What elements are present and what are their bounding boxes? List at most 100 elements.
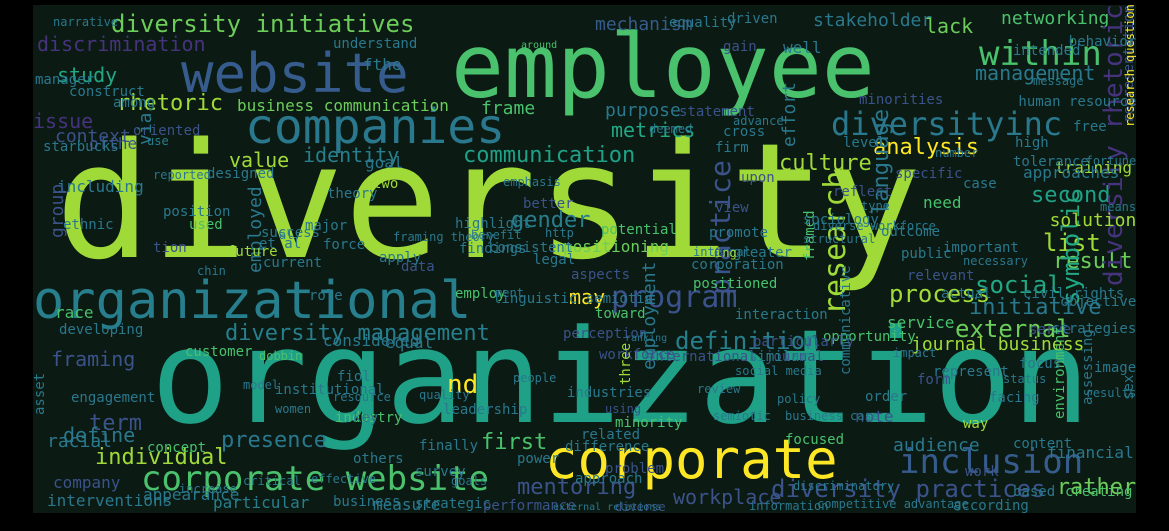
word: concept	[147, 440, 207, 456]
word: performance	[483, 498, 576, 513]
word: definition	[675, 327, 820, 355]
word: message	[1033, 74, 1084, 88]
word: minority	[615, 415, 683, 431]
word: way	[963, 416, 989, 432]
word: data	[401, 259, 435, 275]
word: type	[861, 199, 890, 213]
word: diversityinc	[831, 105, 1063, 143]
word: discrimination	[37, 32, 206, 56]
word: greater	[733, 245, 793, 261]
word: ethnic	[63, 217, 114, 233]
word: oriented	[133, 123, 201, 139]
word: nd	[447, 370, 479, 400]
word: mentoring	[517, 475, 637, 500]
word: impact	[893, 346, 937, 360]
word: high	[1015, 135, 1049, 151]
word: strategies	[1052, 321, 1136, 337]
word: two	[373, 176, 399, 192]
word: statement	[679, 104, 755, 120]
word: company	[53, 473, 121, 492]
word: rather	[1056, 475, 1136, 500]
word: important	[943, 240, 1019, 256]
word: others	[353, 451, 404, 467]
word: rhetoric	[117, 91, 223, 116]
word: diversity practices	[771, 475, 1046, 503]
word: outcome	[881, 224, 941, 240]
word: order	[865, 389, 908, 405]
word: promote	[709, 225, 769, 241]
word: developing	[59, 322, 144, 338]
word: critical	[243, 474, 301, 488]
word: approach	[575, 471, 643, 487]
word: result	[1053, 249, 1133, 274]
word: dobbin	[259, 349, 303, 363]
word: public	[901, 246, 952, 262]
word: stakeholder	[813, 10, 933, 31]
word: benefit	[471, 228, 522, 242]
word: women	[275, 402, 312, 416]
word: companies	[245, 99, 506, 155]
word: people	[513, 371, 557, 385]
word: force	[323, 237, 366, 253]
word: construct	[69, 84, 145, 100]
word: via	[135, 112, 156, 145]
word: communication	[463, 143, 636, 168]
word: means	[1100, 200, 1136, 214]
word: particularly	[753, 334, 855, 350]
word: better	[523, 196, 574, 212]
word: quality	[419, 388, 470, 402]
word: identity	[303, 143, 400, 167]
word: culture	[779, 151, 872, 176]
word: necessary	[963, 254, 1029, 268]
word: content	[1013, 436, 1073, 452]
word: networking	[1001, 8, 1110, 29]
word: business communication	[237, 96, 449, 115]
word: first	[481, 430, 548, 455]
word: number	[935, 146, 979, 160]
word: highlight	[455, 216, 531, 232]
word: major	[305, 218, 348, 234]
word: context	[55, 126, 131, 147]
word: potential	[601, 222, 677, 238]
word: understand	[333, 36, 418, 52]
word: sociology	[803, 212, 879, 228]
word: reported	[153, 168, 211, 182]
word: deemed	[649, 122, 693, 136]
word: interaction	[735, 307, 828, 323]
word: presence	[221, 428, 327, 453]
word: opportunity	[823, 329, 916, 345]
word: tolerance	[1013, 154, 1089, 170]
word: difference	[565, 439, 650, 455]
word: behavior	[1068, 34, 1136, 50]
word: diversity management	[225, 321, 490, 346]
word: among	[113, 95, 156, 111]
word: international journal	[647, 349, 825, 365]
word: cross	[723, 124, 766, 140]
word: program	[611, 280, 738, 315]
word: mechanism	[595, 14, 693, 35]
word: based	[1013, 484, 1056, 500]
word: including	[57, 177, 144, 196]
word: individual	[95, 445, 228, 470]
word: fthe	[363, 55, 402, 74]
word: measure	[373, 495, 441, 513]
word: gain	[723, 39, 757, 55]
word: creating	[1065, 484, 1133, 500]
word: actual	[941, 286, 992, 302]
word: objective	[1060, 294, 1136, 310]
word: serve	[1029, 322, 1072, 338]
word: external	[955, 315, 1071, 343]
word: business	[333, 494, 401, 510]
word: race	[55, 303, 94, 322]
word: framing theory	[393, 230, 495, 244]
word: model	[243, 378, 280, 392]
word: discriminatory	[793, 479, 895, 493]
word: issue	[33, 109, 94, 133]
word: environment	[1052, 326, 1068, 419]
word: future	[227, 244, 278, 260]
word: case	[963, 176, 997, 192]
word: according	[953, 498, 1029, 513]
word: approaches	[1023, 163, 1120, 182]
word: starbucks	[43, 139, 119, 155]
word: finally	[419, 438, 479, 454]
